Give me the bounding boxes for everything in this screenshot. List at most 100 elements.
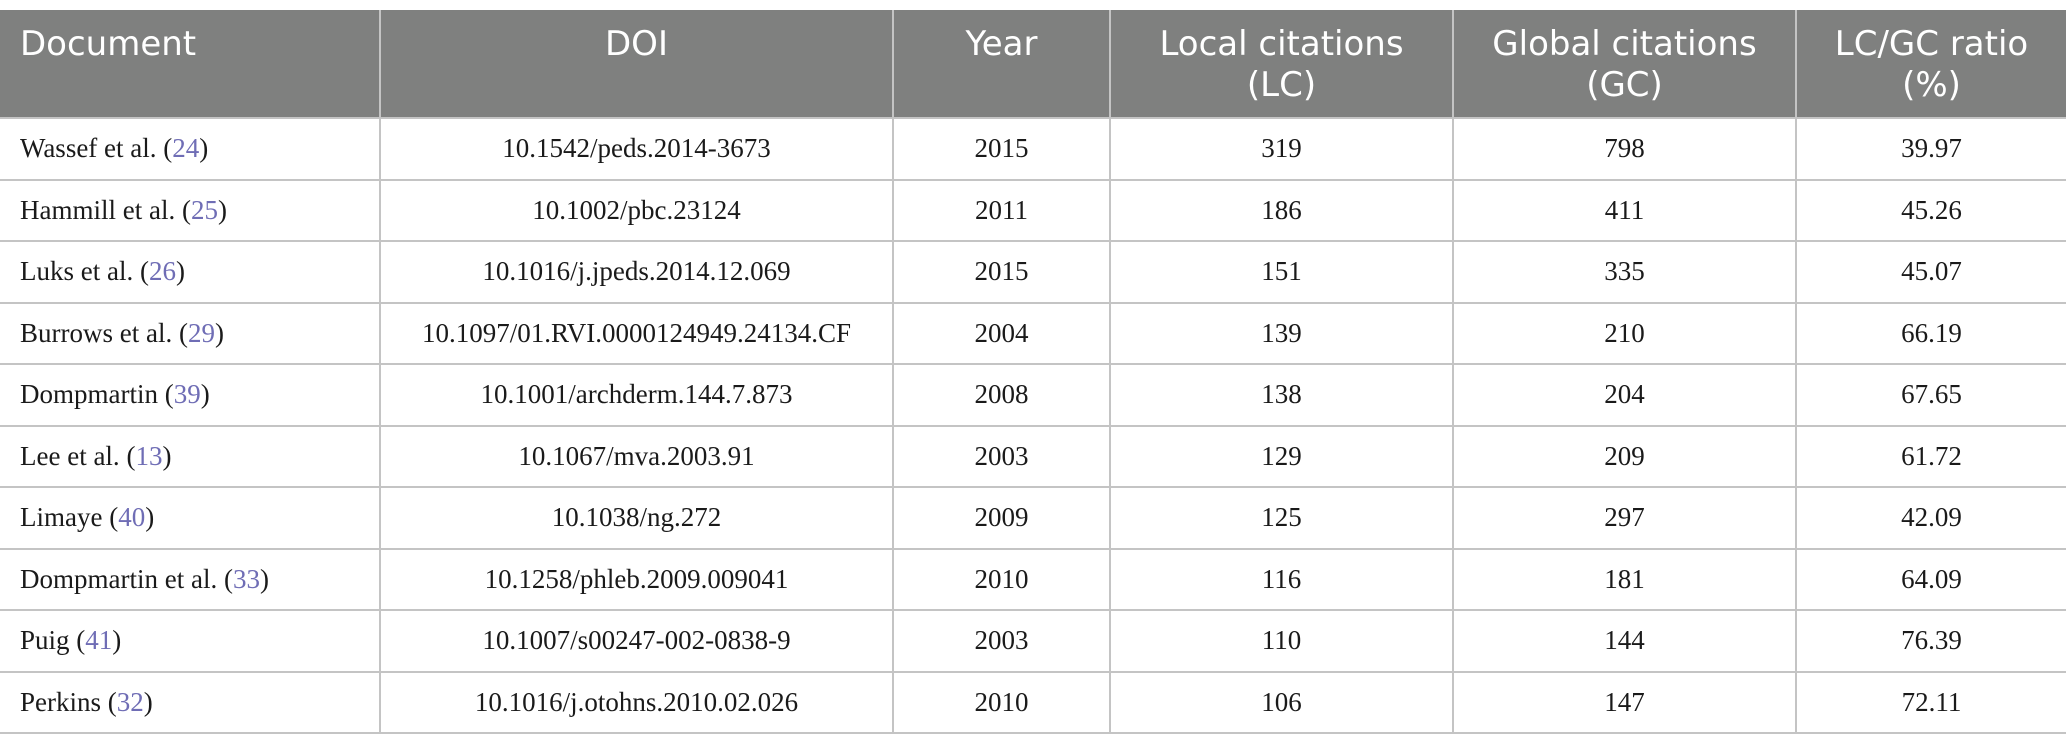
cell-global-citations: 335 (1452, 240, 1796, 303)
cell-global-citations: 210 (1452, 301, 1796, 364)
cell-local-citations: 110 (1109, 609, 1453, 672)
cell-doi: 10.1097/01.RVI.0000124949.24134.CF (379, 301, 893, 364)
cell-document: Limaye (40) (0, 486, 380, 549)
header-year: Year (892, 10, 1110, 118)
cell-lc-gc-ratio: 66.19 (1795, 301, 2066, 364)
cell-lc-gc-ratio: 76.39 (1795, 609, 2066, 672)
header-local-citations: Local citations (LC) (1109, 10, 1453, 118)
cell-document: Dompmartin (39) (0, 363, 380, 426)
cell-document: Luks et al. (26) (0, 240, 380, 303)
cell-lc-gc-ratio: 39.97 (1795, 117, 2066, 180)
author-name: Dompmartin et al. (20, 563, 218, 594)
table-row: Luks et al. (26) 10.1016/j.jpeds.2014.12.… (0, 240, 2066, 303)
header-global-citations: Global citations (GC) (1452, 10, 1796, 118)
cell-global-citations: 411 (1452, 178, 1796, 241)
table-header: Document DOI Year Local citations (LC) Gl… (0, 10, 2066, 118)
author-name: Lee et al. (20, 440, 120, 471)
cell-document: Burrows et al. (29) (0, 301, 380, 364)
cell-local-citations: 125 (1109, 486, 1453, 549)
cell-lc-gc-ratio: 64.09 (1795, 547, 2066, 610)
author-name: Burrows et al. (20, 317, 173, 348)
table-row: Perkins (32) 10.1016/j.otohns.2010.02.026… (0, 670, 2066, 733)
author-name: Hammill et al. (20, 194, 176, 225)
cell-lc-gc-ratio: 67.65 (1795, 363, 2066, 426)
cell-document: Wassef et al. (24) (0, 117, 380, 180)
cell-doi: 10.1001/archderm.144.7.873 (379, 363, 893, 426)
reference-link[interactable]: 25 (190, 194, 218, 225)
table-row: Limaye (40) 10.1038/ng.272 2009 125 297 42.09 (0, 486, 2066, 549)
reference-link[interactable]: 29 (187, 317, 215, 348)
author-name: Limaye (20, 502, 103, 533)
cell-local-citations: 139 (1109, 301, 1453, 364)
cell-global-citations: 147 (1452, 670, 1796, 733)
cell-year: 2009 (892, 486, 1110, 549)
author-name: Luks et al. (20, 256, 134, 287)
cell-local-citations: 319 (1109, 117, 1453, 180)
cell-local-citations: 116 (1109, 547, 1453, 610)
reference-link[interactable]: 26 (148, 256, 176, 287)
cell-global-citations: 144 (1452, 609, 1796, 672)
cell-document: Dompmartin et al. (33) (0, 547, 380, 610)
citations-table: Document DOI Year Local citations (LC) Gl… (0, 10, 2066, 734)
header-document: Document (0, 10, 380, 118)
cell-global-citations: 297 (1452, 486, 1796, 549)
cell-lc-gc-ratio: 45.07 (1795, 240, 2066, 303)
reference-link[interactable]: 24 (172, 133, 200, 164)
author-name: Perkins (20, 686, 101, 717)
cell-local-citations: 186 (1109, 178, 1453, 241)
cell-document: Perkins (32) (0, 670, 380, 733)
reference-link[interactable]: 33 (232, 563, 260, 594)
table-body: Wassef et al. (24) 10.1542/peds.2014-3673… (0, 117, 2066, 733)
reference-link[interactable]: 39 (173, 379, 201, 410)
header-doi: DOI (379, 10, 893, 118)
cell-doi: 10.1067/mva.2003.91 (379, 424, 893, 487)
table-row: Hammill et al. (25) 10.1002/pbc.23124 2011… (0, 178, 2066, 241)
cell-local-citations: 138 (1109, 363, 1453, 426)
cell-global-citations: 209 (1452, 424, 1796, 487)
cell-global-citations: 181 (1452, 547, 1796, 610)
reference-link[interactable]: 40 (118, 502, 146, 533)
cell-doi: 10.1016/j.otohns.2010.02.026 (379, 670, 893, 733)
cell-doi: 10.1038/ng.272 (379, 486, 893, 549)
cell-local-citations: 106 (1109, 670, 1453, 733)
reference-link[interactable]: 32 (116, 686, 144, 717)
cell-year: 2008 (892, 363, 1110, 426)
author-name: Wassef et al. (20, 133, 157, 164)
table-row: Dompmartin (39) 10.1001/archderm.144.7.87… (0, 363, 2066, 426)
reference-link[interactable]: 13 (135, 440, 163, 471)
table-row: Puig (41) 10.1007/s00247-002-0838-9 2003 11… (0, 609, 2066, 672)
cell-document: Puig (41) (0, 609, 380, 672)
cell-global-citations: 204 (1452, 363, 1796, 426)
header-lc-gc-ratio: LC/GC ratio (%) (1795, 10, 2066, 118)
cell-document: Hammill et al. (25) (0, 178, 380, 241)
cell-lc-gc-ratio: 61.72 (1795, 424, 2066, 487)
cell-doi: 10.1007/s00247-002-0838-9 (379, 609, 893, 672)
cell-local-citations: 129 (1109, 424, 1453, 487)
cell-global-citations: 798 (1452, 117, 1796, 180)
reference-link[interactable]: 41 (85, 625, 113, 656)
cell-year: 2010 (892, 547, 1110, 610)
cell-year: 2004 (892, 301, 1110, 364)
cell-local-citations: 151 (1109, 240, 1453, 303)
cell-year: 2015 (892, 117, 1110, 180)
cell-year: 2015 (892, 240, 1110, 303)
table-row: Burrows et al. (29) 10.1097/01.RVI.000012… (0, 301, 2066, 364)
cell-year: 2003 (892, 609, 1110, 672)
cell-document: Lee et al. (13) (0, 424, 380, 487)
cell-year: 2010 (892, 670, 1110, 733)
cell-year: 2011 (892, 178, 1110, 241)
cell-year: 2003 (892, 424, 1110, 487)
author-name: Dompmartin (20, 379, 158, 410)
author-name: Puig (20, 625, 70, 656)
cell-lc-gc-ratio: 42.09 (1795, 486, 2066, 549)
table-row: Lee et al. (13) 10.1067/mva.2003.91 2003 12… (0, 424, 2066, 487)
cell-doi: 10.1258/phleb.2009.009041 (379, 547, 893, 610)
cell-lc-gc-ratio: 45.26 (1795, 178, 2066, 241)
table-row: Dompmartin et al. (33) 10.1258/phleb.2009… (0, 547, 2066, 610)
cell-doi: 10.1016/j.jpeds.2014.12.069 (379, 240, 893, 303)
cell-doi: 10.1542/peds.2014-3673 (379, 117, 893, 180)
cell-doi: 10.1002/pbc.23124 (379, 178, 893, 241)
table-row: Wassef et al. (24) 10.1542/peds.2014-3673… (0, 117, 2066, 180)
cell-lc-gc-ratio: 72.11 (1795, 670, 2066, 733)
header-row: Document DOI Year Local citations (LC) Gl… (0, 10, 2066, 118)
